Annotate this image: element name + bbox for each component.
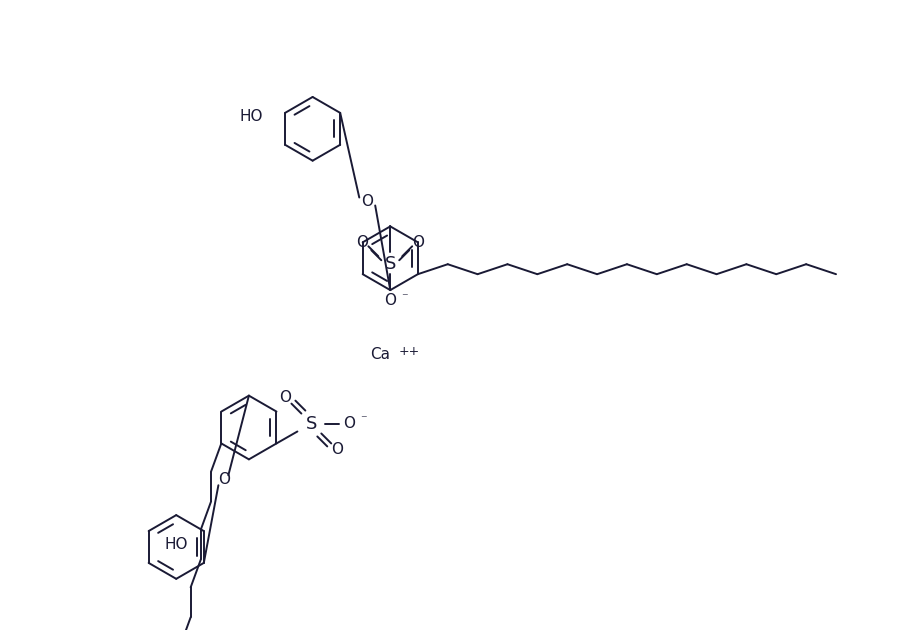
Text: O: O: [384, 293, 396, 307]
Text: O: O: [361, 194, 373, 209]
Text: O: O: [218, 472, 230, 487]
Text: O: O: [332, 442, 343, 457]
Text: ⁻: ⁻: [400, 292, 408, 305]
Text: HO: HO: [165, 537, 188, 552]
Text: HO: HO: [239, 109, 263, 124]
Text: O: O: [356, 235, 369, 250]
Text: O: O: [412, 235, 424, 250]
Text: O: O: [279, 390, 292, 405]
Text: ++: ++: [399, 345, 419, 358]
Text: ⁻: ⁻: [360, 413, 366, 426]
Text: O: O: [343, 416, 355, 431]
Text: Ca: Ca: [371, 347, 390, 362]
Text: S: S: [305, 415, 317, 432]
Text: S: S: [384, 255, 396, 273]
